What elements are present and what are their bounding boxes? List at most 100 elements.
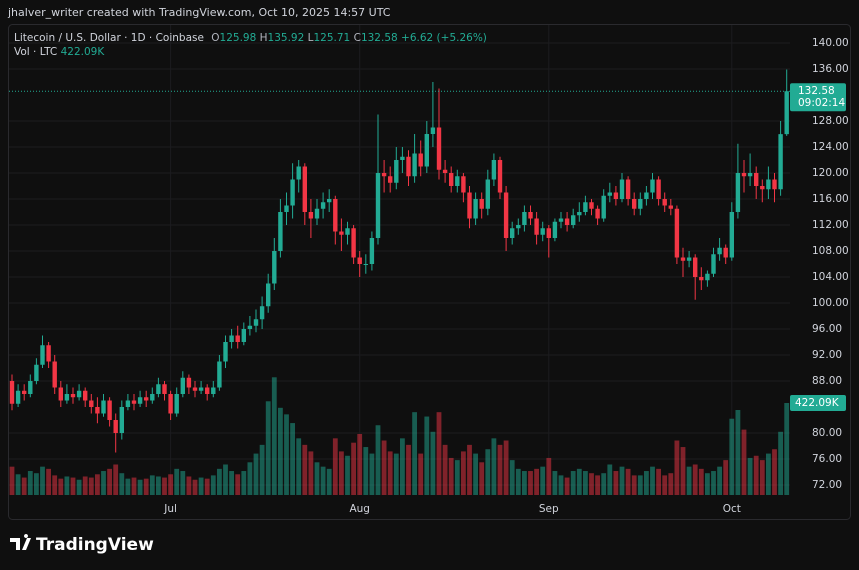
- volume-bar: [509, 460, 515, 495]
- volume-bar: [180, 471, 186, 495]
- volume-bar: [631, 475, 637, 495]
- y-tick-label: 108.00: [812, 245, 849, 257]
- volume-bar: [467, 444, 472, 495]
- candle-body: [388, 176, 393, 183]
- candle-body: [333, 199, 338, 232]
- last-price-box: [790, 83, 846, 112]
- volume-bar: [88, 477, 94, 495]
- candle-body: [735, 173, 741, 212]
- countdown: 09:02:14: [798, 97, 845, 109]
- candle-body: [625, 179, 631, 199]
- ohlc-key: C: [354, 32, 361, 44]
- volume-bar: [210, 475, 216, 495]
- volume-bar: [95, 474, 100, 495]
- volume-bar: [729, 418, 735, 495]
- volume-bar: [119, 473, 125, 495]
- volume-bar: [223, 464, 228, 495]
- volume-bar: [143, 478, 149, 495]
- chart-panel: [8, 24, 851, 520]
- candle-body: [345, 228, 350, 235]
- volume-bar: [650, 466, 655, 495]
- candle-body: [467, 192, 472, 219]
- volume-bar: [345, 455, 350, 495]
- candle-body: [613, 192, 619, 199]
- volume-bar: [607, 464, 613, 495]
- candle-body: [205, 387, 210, 394]
- candle-body: [638, 199, 643, 209]
- last-price-label: 132.58: [798, 85, 835, 97]
- candle-body: [76, 390, 82, 398]
- volume-bar: [400, 438, 405, 495]
- legend: Litecoin / U.S. Dollar · 1D · Coinbase O…: [14, 32, 487, 44]
- volume-bar: [753, 455, 759, 495]
- volume-bar: [259, 444, 265, 495]
- candle-body: [131, 400, 137, 404]
- candle-body: [235, 335, 240, 342]
- candle-body: [156, 384, 161, 394]
- candle-body: [394, 160, 399, 183]
- volume-bar: [131, 477, 137, 495]
- volume-bar: [436, 412, 442, 495]
- candle-body: [650, 179, 655, 193]
- volume-bar: [125, 478, 131, 495]
- candle-body: [449, 173, 454, 186]
- candle-body: [150, 394, 155, 401]
- candle-body: [58, 387, 63, 401]
- volume-bar: [387, 451, 393, 495]
- candle-body: [253, 319, 259, 326]
- volume-bar: [76, 479, 82, 495]
- volume-bar: [34, 473, 39, 495]
- y-tick-label: 124.00: [812, 141, 849, 153]
- volume-bar: [393, 453, 399, 495]
- candle-body: [461, 176, 466, 193]
- candle-body: [314, 208, 320, 219]
- volume-bar: [424, 416, 430, 495]
- candle-body: [766, 179, 771, 190]
- y-tick-label: 136.00: [812, 63, 849, 75]
- candle-body: [40, 345, 45, 365]
- volume-bar: [503, 440, 509, 495]
- volume-bar: [290, 423, 295, 495]
- y-tick-label: 76.00: [812, 453, 842, 465]
- volume-bar: [692, 464, 698, 495]
- candle-body: [784, 91, 789, 135]
- candle-body: [320, 202, 326, 209]
- volume-bar: [302, 444, 308, 495]
- volume-bar: [332, 438, 338, 495]
- volume-bar: [698, 468, 704, 495]
- volume-bar: [418, 453, 424, 495]
- candle-body: [113, 420, 118, 433]
- volume-bar: [369, 453, 375, 495]
- volume-bar: [156, 476, 161, 495]
- volume-bar: [406, 444, 411, 495]
- volume-bar: [576, 468, 582, 495]
- candle-body: [180, 377, 185, 394]
- volume-bar: [552, 471, 558, 495]
- ohlc-key: H: [260, 32, 268, 44]
- volume-bar: [497, 444, 503, 495]
- volume-bar: [564, 477, 570, 495]
- candle-body: [211, 387, 216, 394]
- candle-body: [601, 195, 606, 219]
- ohlc-key: O: [211, 32, 219, 44]
- volume-bar: [473, 453, 478, 495]
- volume-bar: [137, 479, 143, 495]
- volume-bar: [229, 471, 234, 495]
- candle-body: [223, 342, 228, 362]
- volume-bar: [412, 412, 417, 495]
- candle-body: [747, 173, 753, 177]
- volume-bar: [314, 462, 320, 495]
- ohlc-value: 125.71: [314, 32, 351, 44]
- candle-body: [259, 306, 265, 320]
- y-tick-label: 112.00: [812, 219, 849, 231]
- volume-bar: [540, 466, 546, 495]
- volume-bar: [40, 466, 45, 495]
- candle-body: [369, 238, 375, 264]
- volume-bar: [247, 462, 253, 495]
- candle-body: [34, 364, 39, 381]
- volume-bar: [668, 473, 674, 495]
- volume-bar: [235, 474, 241, 495]
- candle-body: [412, 153, 417, 177]
- volume-bar: [174, 468, 180, 495]
- volume-bar: [278, 407, 283, 495]
